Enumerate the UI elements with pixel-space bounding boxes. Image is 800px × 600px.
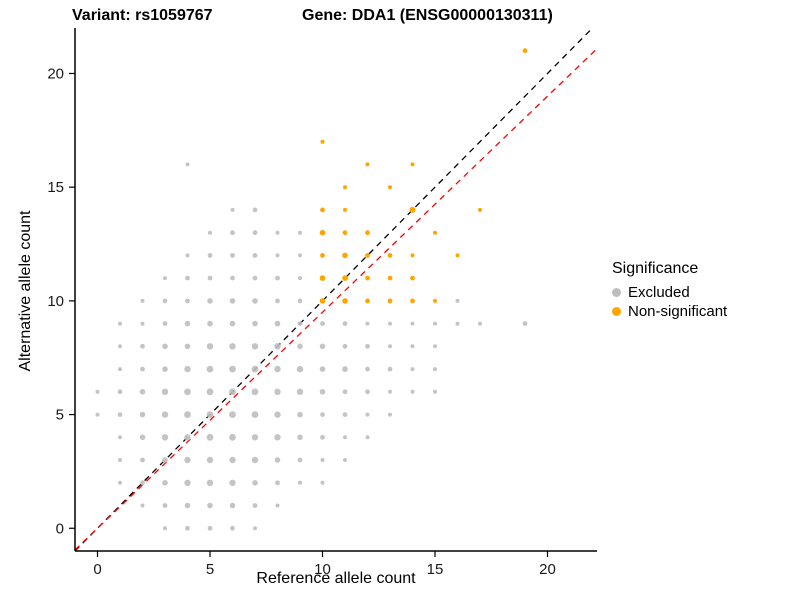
legend-item-non-significant: Non-significant xyxy=(612,303,727,320)
svg-text:5: 5 xyxy=(56,407,64,424)
svg-text:10: 10 xyxy=(314,561,331,578)
legend: Significance Excluded Non-significant xyxy=(612,260,727,322)
svg-text:15: 15 xyxy=(427,561,444,578)
svg-text:20: 20 xyxy=(47,65,64,82)
svg-text:10: 10 xyxy=(47,293,64,310)
excluded-dot-icon xyxy=(612,288,621,297)
legend-item-excluded: Excluded xyxy=(612,284,727,301)
non-significant-dot-icon xyxy=(612,307,621,316)
svg-text:0: 0 xyxy=(56,520,64,537)
svg-text:15: 15 xyxy=(47,179,64,196)
legend-item-label: Excluded xyxy=(628,284,690,301)
variant-title: Variant: rs1059767 xyxy=(72,7,213,24)
gene-title: Gene: DDA1 (ENSG00000130311) xyxy=(302,7,553,24)
legend-title: Significance xyxy=(612,260,699,277)
svg-text:5: 5 xyxy=(206,561,214,578)
legend-item-label: Non-significant xyxy=(628,303,728,320)
svg-text:20: 20 xyxy=(539,561,556,578)
svg-text:0: 0 xyxy=(93,561,101,578)
x-axis-title: Reference allele count xyxy=(256,570,416,587)
y-axis-title: Alternative allele count xyxy=(17,210,34,372)
